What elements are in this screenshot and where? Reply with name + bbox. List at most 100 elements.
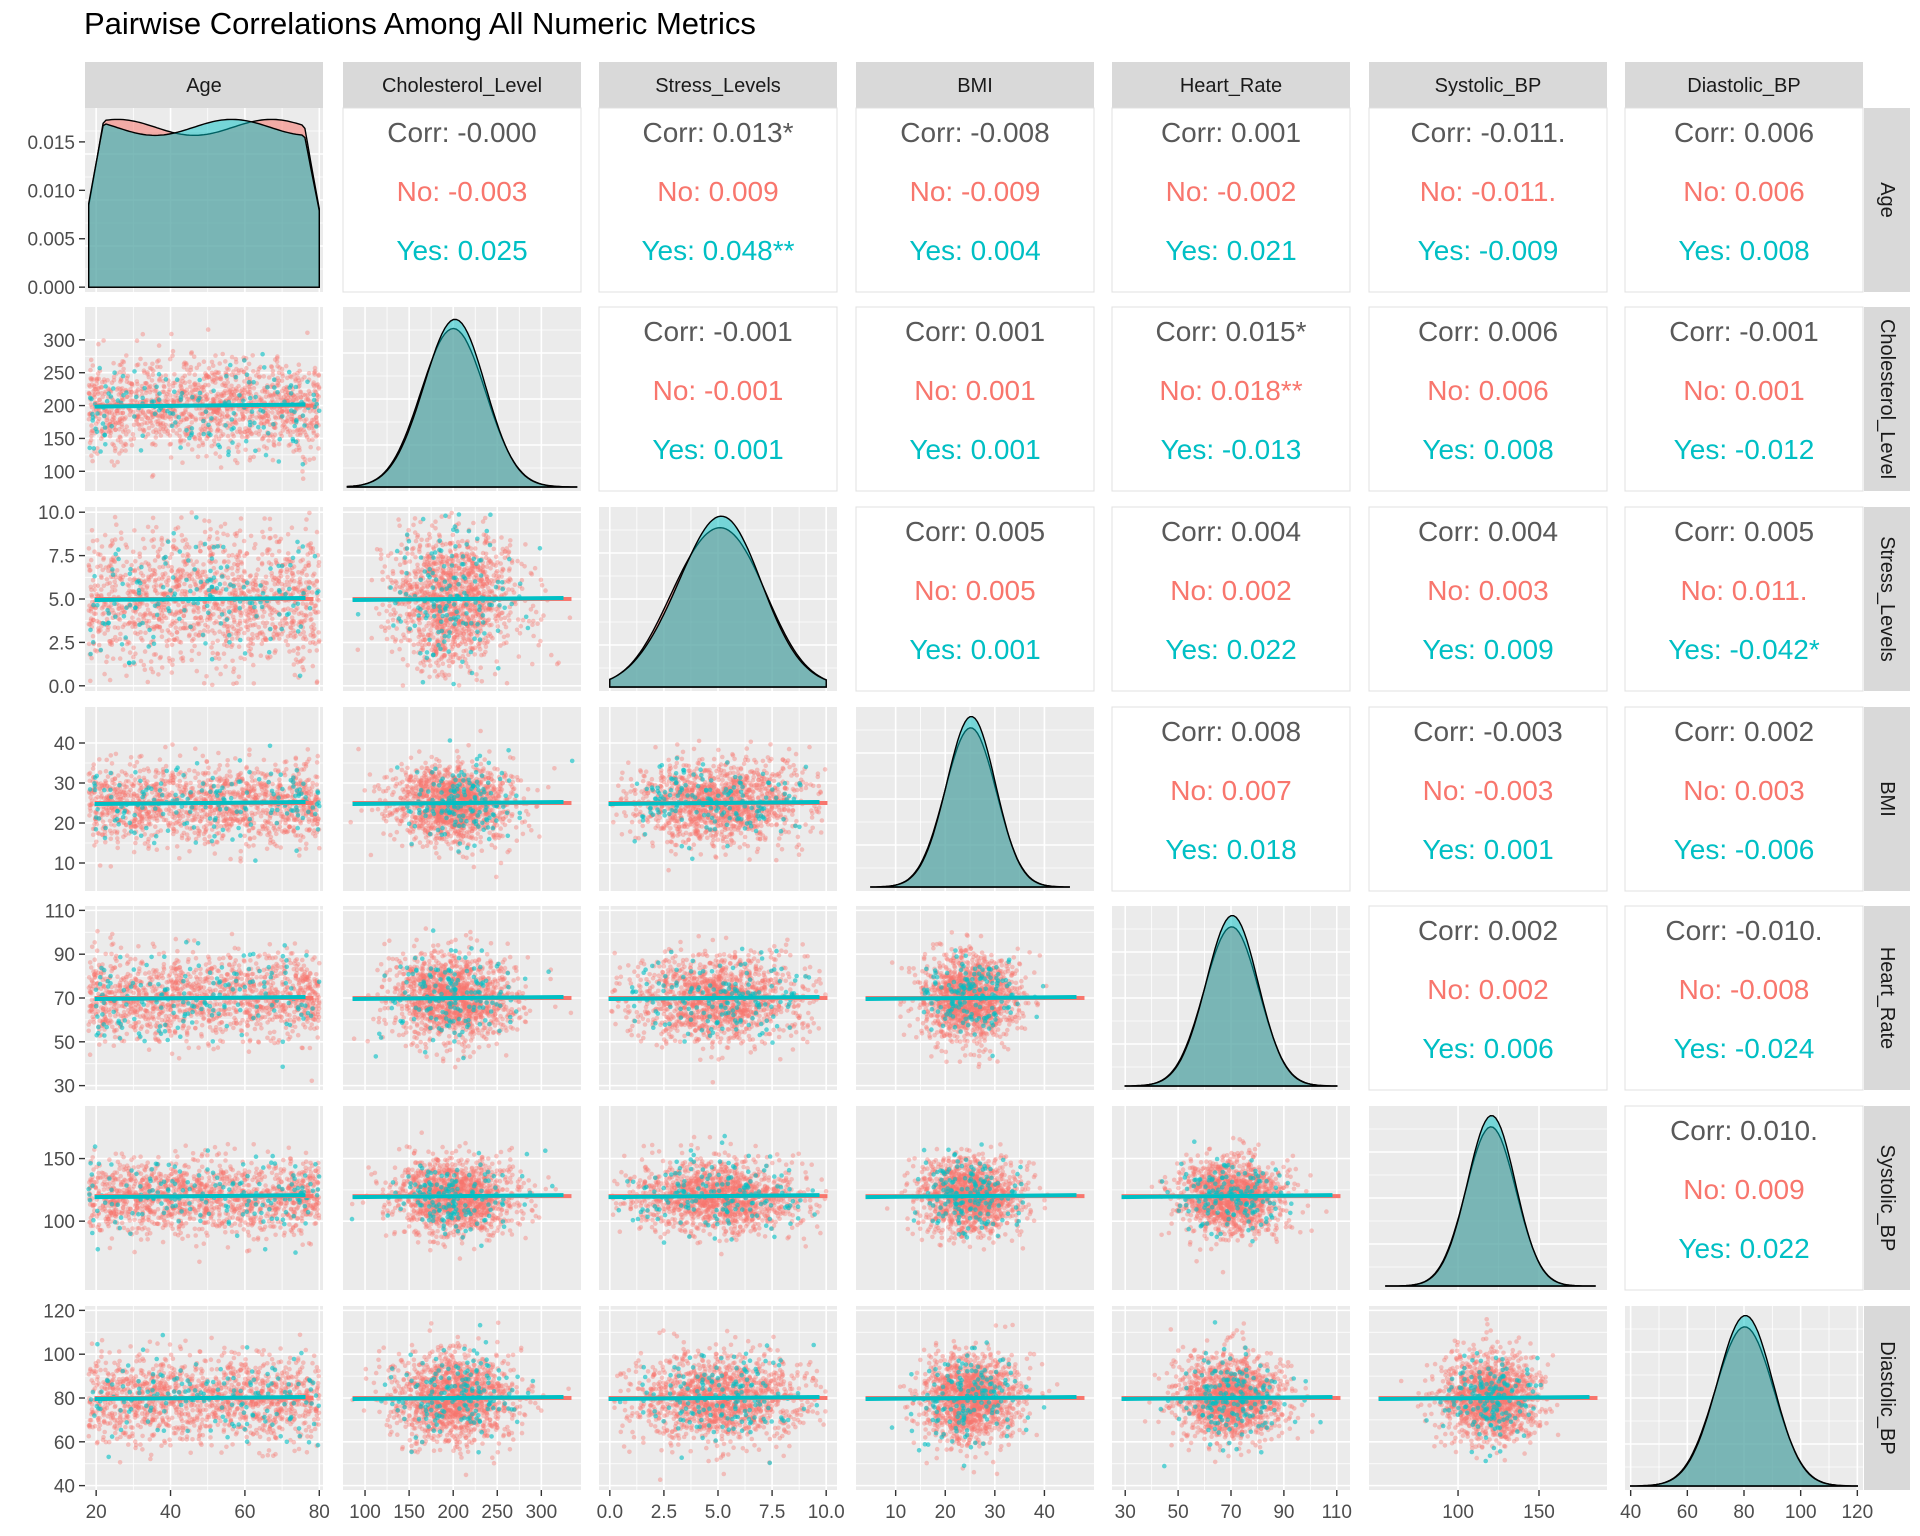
point-no — [285, 574, 290, 580]
point-no — [280, 371, 285, 376]
point-no — [301, 656, 306, 661]
point-no — [519, 561, 524, 567]
point-no — [208, 613, 214, 618]
point-no — [255, 567, 261, 572]
point-no — [109, 640, 114, 645]
point-no — [519, 586, 525, 591]
point-no — [109, 538, 115, 543]
point-no — [99, 379, 105, 385]
point-no — [259, 562, 265, 567]
point-yes — [146, 644, 151, 649]
point-no — [117, 417, 122, 423]
point-no — [148, 659, 154, 664]
point-no — [95, 371, 101, 377]
point-no — [88, 376, 93, 381]
point-no — [212, 620, 217, 626]
point-no — [188, 367, 194, 373]
point-no — [116, 606, 121, 612]
point-yes — [260, 591, 266, 596]
point-no — [238, 587, 244, 593]
point-no — [237, 426, 242, 432]
point-no — [220, 351, 225, 357]
point-no — [90, 633, 96, 639]
point-no — [152, 558, 158, 563]
point-no — [216, 406, 221, 412]
point-no — [269, 587, 274, 593]
point-no — [298, 389, 303, 394]
point-no — [121, 366, 126, 372]
point-yes — [294, 419, 299, 425]
point-no — [86, 564, 92, 569]
point-no — [452, 628, 457, 633]
point-yes — [495, 628, 501, 634]
point-no — [273, 415, 279, 421]
point-yes — [211, 388, 216, 394]
point-no — [285, 551, 291, 556]
point-yes — [449, 553, 455, 559]
point-no — [446, 575, 452, 580]
point-no — [215, 394, 220, 400]
point-no — [433, 543, 439, 548]
point-yes — [151, 399, 156, 404]
point-no — [250, 608, 255, 614]
point-no — [196, 605, 201, 611]
point-no — [180, 655, 186, 660]
point-no — [218, 591, 223, 596]
fit-line-yes — [94, 402, 306, 409]
point-yes — [97, 365, 102, 371]
point-yes — [391, 623, 396, 628]
point-no — [272, 443, 277, 448]
point-no — [130, 398, 135, 404]
point-no — [304, 396, 309, 402]
point-no — [172, 637, 177, 642]
point-no — [120, 359, 125, 364]
point-yes — [211, 544, 217, 550]
point-no — [112, 625, 118, 630]
point-no — [268, 607, 273, 612]
corr-panel-background — [1368, 107, 1608, 293]
point-no — [96, 376, 101, 382]
point-no — [218, 376, 224, 382]
point-no — [201, 388, 206, 393]
point-no — [160, 414, 165, 420]
point-yes — [247, 419, 253, 425]
point-no — [180, 658, 186, 664]
point-yes — [271, 422, 276, 427]
point-no — [309, 425, 315, 431]
point-no — [245, 431, 250, 437]
point-no — [182, 380, 188, 386]
point-no — [134, 419, 139, 424]
point-no — [316, 446, 321, 451]
point-no — [248, 610, 253, 616]
point-no — [120, 607, 126, 613]
point-no — [201, 376, 207, 382]
point-no — [450, 558, 456, 564]
point-no — [177, 753, 183, 758]
point-no — [96, 629, 101, 635]
point-no — [220, 601, 225, 607]
point-no — [312, 372, 318, 377]
point-no — [148, 666, 154, 671]
point-no — [94, 538, 100, 543]
point-no — [386, 625, 392, 630]
point-no — [310, 546, 316, 551]
point-no — [304, 841, 309, 847]
point-no — [118, 379, 123, 384]
point-no — [157, 655, 163, 661]
point-no — [253, 575, 259, 581]
point-no — [493, 554, 499, 560]
point-no — [144, 602, 150, 608]
point-yes — [493, 584, 499, 590]
point-yes — [104, 398, 110, 404]
point-yes — [283, 591, 288, 597]
point-no — [206, 537, 212, 542]
point-yes — [242, 651, 248, 656]
point-yes — [496, 666, 501, 671]
point-no — [101, 557, 106, 562]
point-no — [101, 338, 106, 343]
point-no — [477, 591, 482, 596]
point-no — [96, 619, 102, 625]
point-no — [288, 579, 294, 584]
point-no — [261, 420, 267, 426]
point-no — [117, 656, 123, 661]
